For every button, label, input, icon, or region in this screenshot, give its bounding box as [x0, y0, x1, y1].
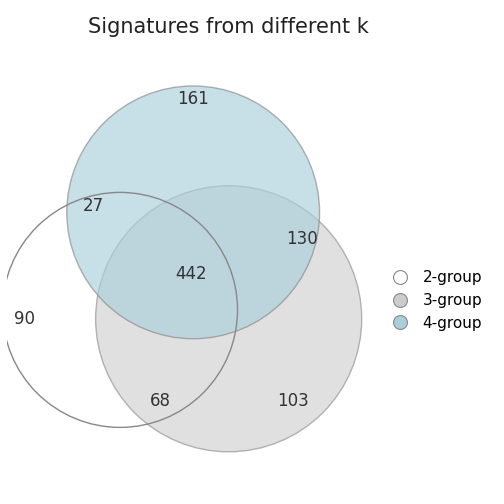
- Circle shape: [96, 186, 362, 452]
- Title: Signatures from different k: Signatures from different k: [88, 17, 369, 37]
- Circle shape: [67, 86, 320, 339]
- Text: 161: 161: [177, 90, 209, 108]
- Text: 90: 90: [14, 310, 35, 328]
- Text: 27: 27: [83, 197, 104, 215]
- Text: 442: 442: [175, 266, 207, 283]
- Text: 103: 103: [277, 392, 309, 410]
- Legend: 2-group, 3-group, 4-group: 2-group, 3-group, 4-group: [378, 264, 488, 337]
- Text: 130: 130: [286, 230, 318, 248]
- Text: 68: 68: [149, 392, 170, 410]
